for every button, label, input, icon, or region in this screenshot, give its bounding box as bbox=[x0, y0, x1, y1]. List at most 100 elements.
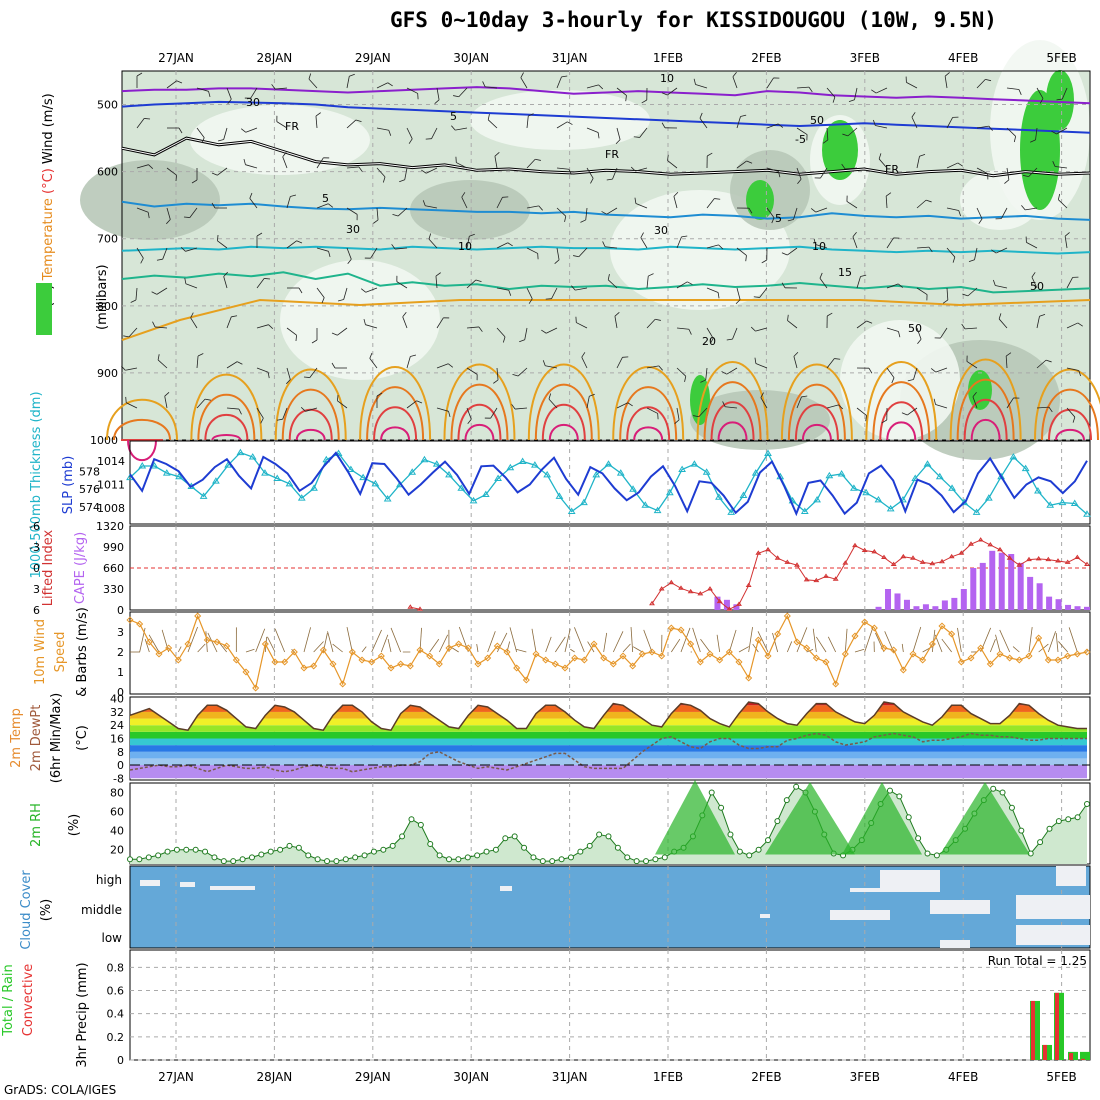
barb-flag bbox=[402, 311, 407, 318]
y-tick-label: 900 bbox=[97, 367, 118, 380]
wind-barb bbox=[166, 167, 177, 182]
rh-point bbox=[905, 814, 912, 821]
barb-staff bbox=[886, 367, 895, 378]
warm-contour bbox=[703, 381, 762, 441]
wind-speed-point bbox=[532, 650, 540, 658]
barb-staff bbox=[706, 327, 714, 339]
wind-barb bbox=[391, 244, 408, 250]
wind-barb bbox=[130, 287, 138, 303]
cape-bar bbox=[989, 550, 996, 610]
barb-flag bbox=[673, 191, 679, 197]
barb-flag bbox=[528, 113, 534, 117]
barb-staff bbox=[616, 402, 628, 409]
svg-text:10m Wind: 10m Wind bbox=[33, 619, 48, 685]
wind-speed-point bbox=[977, 644, 985, 652]
wind-barb bbox=[545, 287, 558, 300]
date-tick-top: 1FEB bbox=[653, 51, 683, 65]
ylabel-part: Temperature bbox=[41, 194, 56, 281]
wind-barb bbox=[676, 281, 693, 289]
li-point bbox=[707, 586, 713, 591]
rh-point bbox=[586, 842, 593, 849]
barb-flag bbox=[634, 197, 637, 204]
surface-wind-barb bbox=[738, 646, 750, 653]
wind-barb bbox=[363, 318, 378, 329]
rh-unit: (%) bbox=[67, 814, 82, 837]
wind-barb bbox=[735, 287, 741, 305]
warm-contour bbox=[373, 406, 418, 441]
rh-point bbox=[389, 842, 396, 849]
barb-flag bbox=[542, 360, 546, 366]
wind-speed-point bbox=[580, 656, 588, 664]
rh-point bbox=[173, 846, 180, 853]
barb-flag bbox=[387, 82, 393, 87]
barb-staff bbox=[976, 79, 986, 89]
wind-barb bbox=[946, 116, 959, 129]
barb-flag bbox=[494, 152, 500, 157]
wind-barb bbox=[286, 240, 303, 249]
barb-staff bbox=[1056, 127, 1068, 135]
thickness-point bbox=[751, 469, 760, 476]
wind-barb bbox=[930, 367, 948, 373]
wind-barb bbox=[542, 360, 558, 369]
barb-flag bbox=[667, 154, 669, 161]
barb-flag bbox=[641, 99, 647, 104]
wind-barb bbox=[451, 125, 468, 131]
wind-speed-point bbox=[957, 658, 965, 666]
barb-flag bbox=[568, 169, 572, 175]
wind-barb bbox=[796, 395, 808, 409]
barb-staff bbox=[136, 207, 149, 213]
surface-wind-barb bbox=[957, 627, 962, 653]
barb-staff bbox=[545, 365, 558, 369]
wind-speed-point bbox=[600, 654, 608, 662]
cape-bar bbox=[1027, 576, 1034, 610]
barb-flag bbox=[360, 288, 367, 293]
wind-barb bbox=[674, 407, 680, 424]
barb-flag bbox=[1004, 179, 1010, 184]
barb-flag bbox=[537, 253, 539, 260]
barb-flag bbox=[926, 294, 928, 301]
barb-flag bbox=[260, 417, 264, 424]
barb-flag bbox=[175, 175, 177, 182]
barb-staff bbox=[282, 407, 288, 420]
thickness-point bbox=[911, 474, 920, 481]
wind-barb bbox=[286, 367, 291, 385]
warm-contour bbox=[527, 363, 600, 441]
barb-flag bbox=[898, 331, 901, 338]
barb-flag bbox=[911, 112, 916, 118]
rh-point bbox=[633, 858, 640, 865]
barb-flag bbox=[204, 398, 211, 401]
warm-contour bbox=[633, 426, 664, 441]
surface-wind-barb bbox=[692, 627, 701, 653]
barb-flag bbox=[841, 163, 846, 170]
barb-staff bbox=[496, 242, 508, 249]
rh-point bbox=[211, 854, 218, 861]
barb-staff bbox=[376, 82, 388, 89]
contour-label: 5 bbox=[775, 212, 782, 225]
warm-contour bbox=[380, 426, 411, 441]
barb-flag bbox=[410, 354, 417, 357]
wind-barb bbox=[942, 287, 949, 304]
slp-ylabel: SLP (mb) bbox=[61, 456, 76, 515]
cape-bar bbox=[951, 597, 958, 610]
wind-barb bbox=[841, 163, 858, 170]
thickness-point bbox=[162, 469, 171, 476]
barb-staff bbox=[585, 207, 588, 220]
rh-point bbox=[1084, 800, 1090, 807]
rh-point bbox=[558, 856, 565, 863]
wind-barb bbox=[554, 247, 560, 264]
barb-flag bbox=[1072, 276, 1079, 278]
wind-barb bbox=[166, 80, 183, 89]
wind-speed-point bbox=[716, 656, 724, 664]
contour-label: 10 bbox=[458, 240, 472, 253]
precip-tick: 0 bbox=[117, 1054, 124, 1067]
barb-staff bbox=[736, 247, 747, 256]
barb-flag bbox=[223, 271, 228, 277]
surface-wind-barb bbox=[322, 632, 328, 653]
barb-staff bbox=[826, 127, 829, 140]
barb-staff bbox=[886, 237, 894, 249]
wind-barb bbox=[787, 207, 798, 222]
wind-speed-point bbox=[677, 626, 685, 634]
barb-flag bbox=[144, 118, 151, 120]
barb-flag bbox=[746, 160, 753, 164]
barb-flag bbox=[121, 365, 126, 371]
